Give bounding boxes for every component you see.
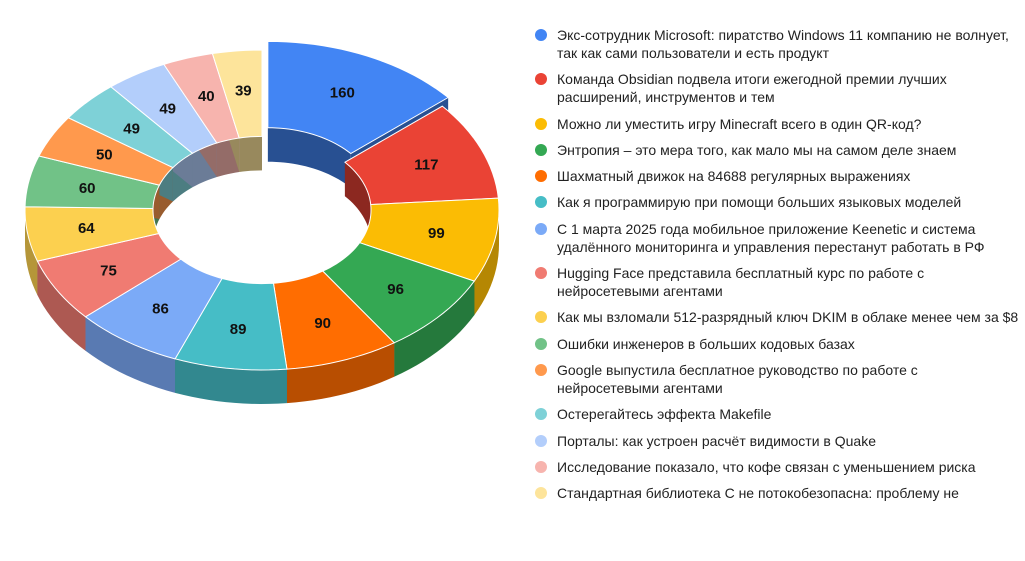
legend-item[interactable]: Google выпустила бесплатное руководство … xyxy=(535,361,1023,397)
legend-item[interactable]: Исследование показало, что кофе связан с… xyxy=(535,458,1023,476)
legend-label: Порталы: как устроен расчёт видимости в … xyxy=(557,432,876,449)
slice-9-outer-wall xyxy=(25,210,38,296)
slice-value-label-3: 99 xyxy=(428,225,445,242)
legend-item[interactable]: Остерегайтесь эффекта Makefile xyxy=(535,405,1023,423)
slice-8-outer-wall xyxy=(37,261,86,351)
legend-swatch xyxy=(535,487,547,500)
slice-3-outer-wall xyxy=(474,210,499,316)
slice-value-label-4: 96 xyxy=(387,281,404,298)
slice-value-label-12: 49 xyxy=(123,121,140,138)
legend-label: Можно ли уместить игру Minecraft всего в… xyxy=(557,115,922,132)
legend-swatch xyxy=(535,434,547,447)
legend-swatch xyxy=(535,363,547,376)
legend-item[interactable]: Команда Obsidian подвела итоги ежегодной… xyxy=(535,70,1023,106)
legend-swatch xyxy=(535,267,547,280)
legend-item[interactable]: Можно ли уместить игру Minecraft всего в… xyxy=(535,115,1023,133)
legend-item[interactable]: Как мы взломали 512-разрядный ключ DKIM … xyxy=(535,308,1023,326)
legend-swatch xyxy=(535,222,547,235)
slice-value-label-14: 40 xyxy=(198,88,215,105)
legend-item[interactable]: С 1 марта 2025 года мобильное приложение… xyxy=(535,220,1023,256)
donut-slice-15[interactable] xyxy=(211,49,263,139)
slice-value-label-11: 50 xyxy=(96,147,113,164)
legend-item[interactable]: Порталы: как устроен расчёт видимости в … xyxy=(535,432,1023,450)
legend-swatch xyxy=(535,196,547,209)
legend-item[interactable]: Hugging Face представила бесплатный курс… xyxy=(535,264,1023,300)
legend-label: С 1 марта 2025 года мобильное приложение… xyxy=(557,220,985,255)
legend-label: Энтропия – это мера того, как мало мы на… xyxy=(557,141,957,158)
legend-swatch xyxy=(535,73,547,86)
slice-1-inner-wall xyxy=(267,127,351,188)
legend-item[interactable]: Стандартная библиотека C не потокобезопа… xyxy=(535,484,1023,502)
legend-label: Шахматный движок на 84688 регулярных выр… xyxy=(557,168,911,185)
legend-item[interactable]: Экс-сотрудник Microsoft: пиратство Windo… xyxy=(535,26,1023,62)
legend-swatch xyxy=(535,460,547,473)
slice-value-label-2: 117 xyxy=(414,156,438,173)
legend-swatch xyxy=(535,311,547,324)
slice-value-label-9: 64 xyxy=(78,220,95,237)
legend-label: Исследование показало, что кофе связан с… xyxy=(557,458,976,475)
legend-label: Как я программирую при помощи больших яз… xyxy=(557,194,962,211)
slice-value-label-5: 90 xyxy=(314,315,331,332)
slice-value-label-6: 89 xyxy=(230,321,247,338)
slice-value-label-13: 49 xyxy=(159,100,176,117)
legend-label: Google выпустила бесплатное руководство … xyxy=(557,361,918,396)
slice-5-outer-wall xyxy=(286,342,395,404)
slice-value-label-15: 39 xyxy=(235,83,252,100)
legend-swatch xyxy=(535,337,547,350)
slice-4-outer-wall xyxy=(394,281,475,377)
chart-legend: Экс-сотрудник Microsoft: пиратство Windo… xyxy=(535,26,1023,556)
donut-chart: 160 117 99 96 90 89 86 75 64 60 50 49 49 40 39 xyxy=(24,40,500,404)
legend-swatch xyxy=(535,408,547,421)
slice-7-outer-wall xyxy=(85,316,176,393)
legend-label: Остерегайтесь эффекта Makefile xyxy=(557,406,772,423)
legend-label: Ошибки инженеров в больших кодовых базах xyxy=(557,335,855,352)
slice-15-inner-wall xyxy=(239,136,262,173)
slice-value-label-8: 75 xyxy=(100,263,117,280)
legend-item[interactable]: Энтропия – это мера того, как мало мы на… xyxy=(535,141,1023,159)
slice-value-label-7: 86 xyxy=(152,301,169,318)
legend-label: Экс-сотрудник Microsoft: пиратство Windo… xyxy=(557,27,1009,61)
legend-item[interactable]: Шахматный движок на 84688 регулярных выр… xyxy=(535,167,1023,185)
legend-item[interactable]: Ошибки инженеров в больших кодовых базах xyxy=(535,335,1023,353)
legend-label: Как мы взломали 512-разрядный ключ DKIM … xyxy=(557,309,1019,326)
slice-value-label-10: 60 xyxy=(79,180,96,197)
slice-value-label-1: 160 xyxy=(330,84,355,101)
donut-slice-1[interactable] xyxy=(267,40,450,155)
legend-swatch xyxy=(535,29,547,41)
legend-swatch xyxy=(535,117,547,130)
legend-label: Команда Obsidian подвела итоги ежегодной… xyxy=(557,71,947,106)
legend-swatch xyxy=(535,143,547,156)
legend-swatch xyxy=(535,170,547,183)
legend-label: Стандартная библиотека C не потокобезопа… xyxy=(557,485,959,502)
legend-label: Hugging Face представила бесплатный курс… xyxy=(557,265,925,300)
legend-item[interactable]: Как я программирую при помощи больших яз… xyxy=(535,193,1023,211)
